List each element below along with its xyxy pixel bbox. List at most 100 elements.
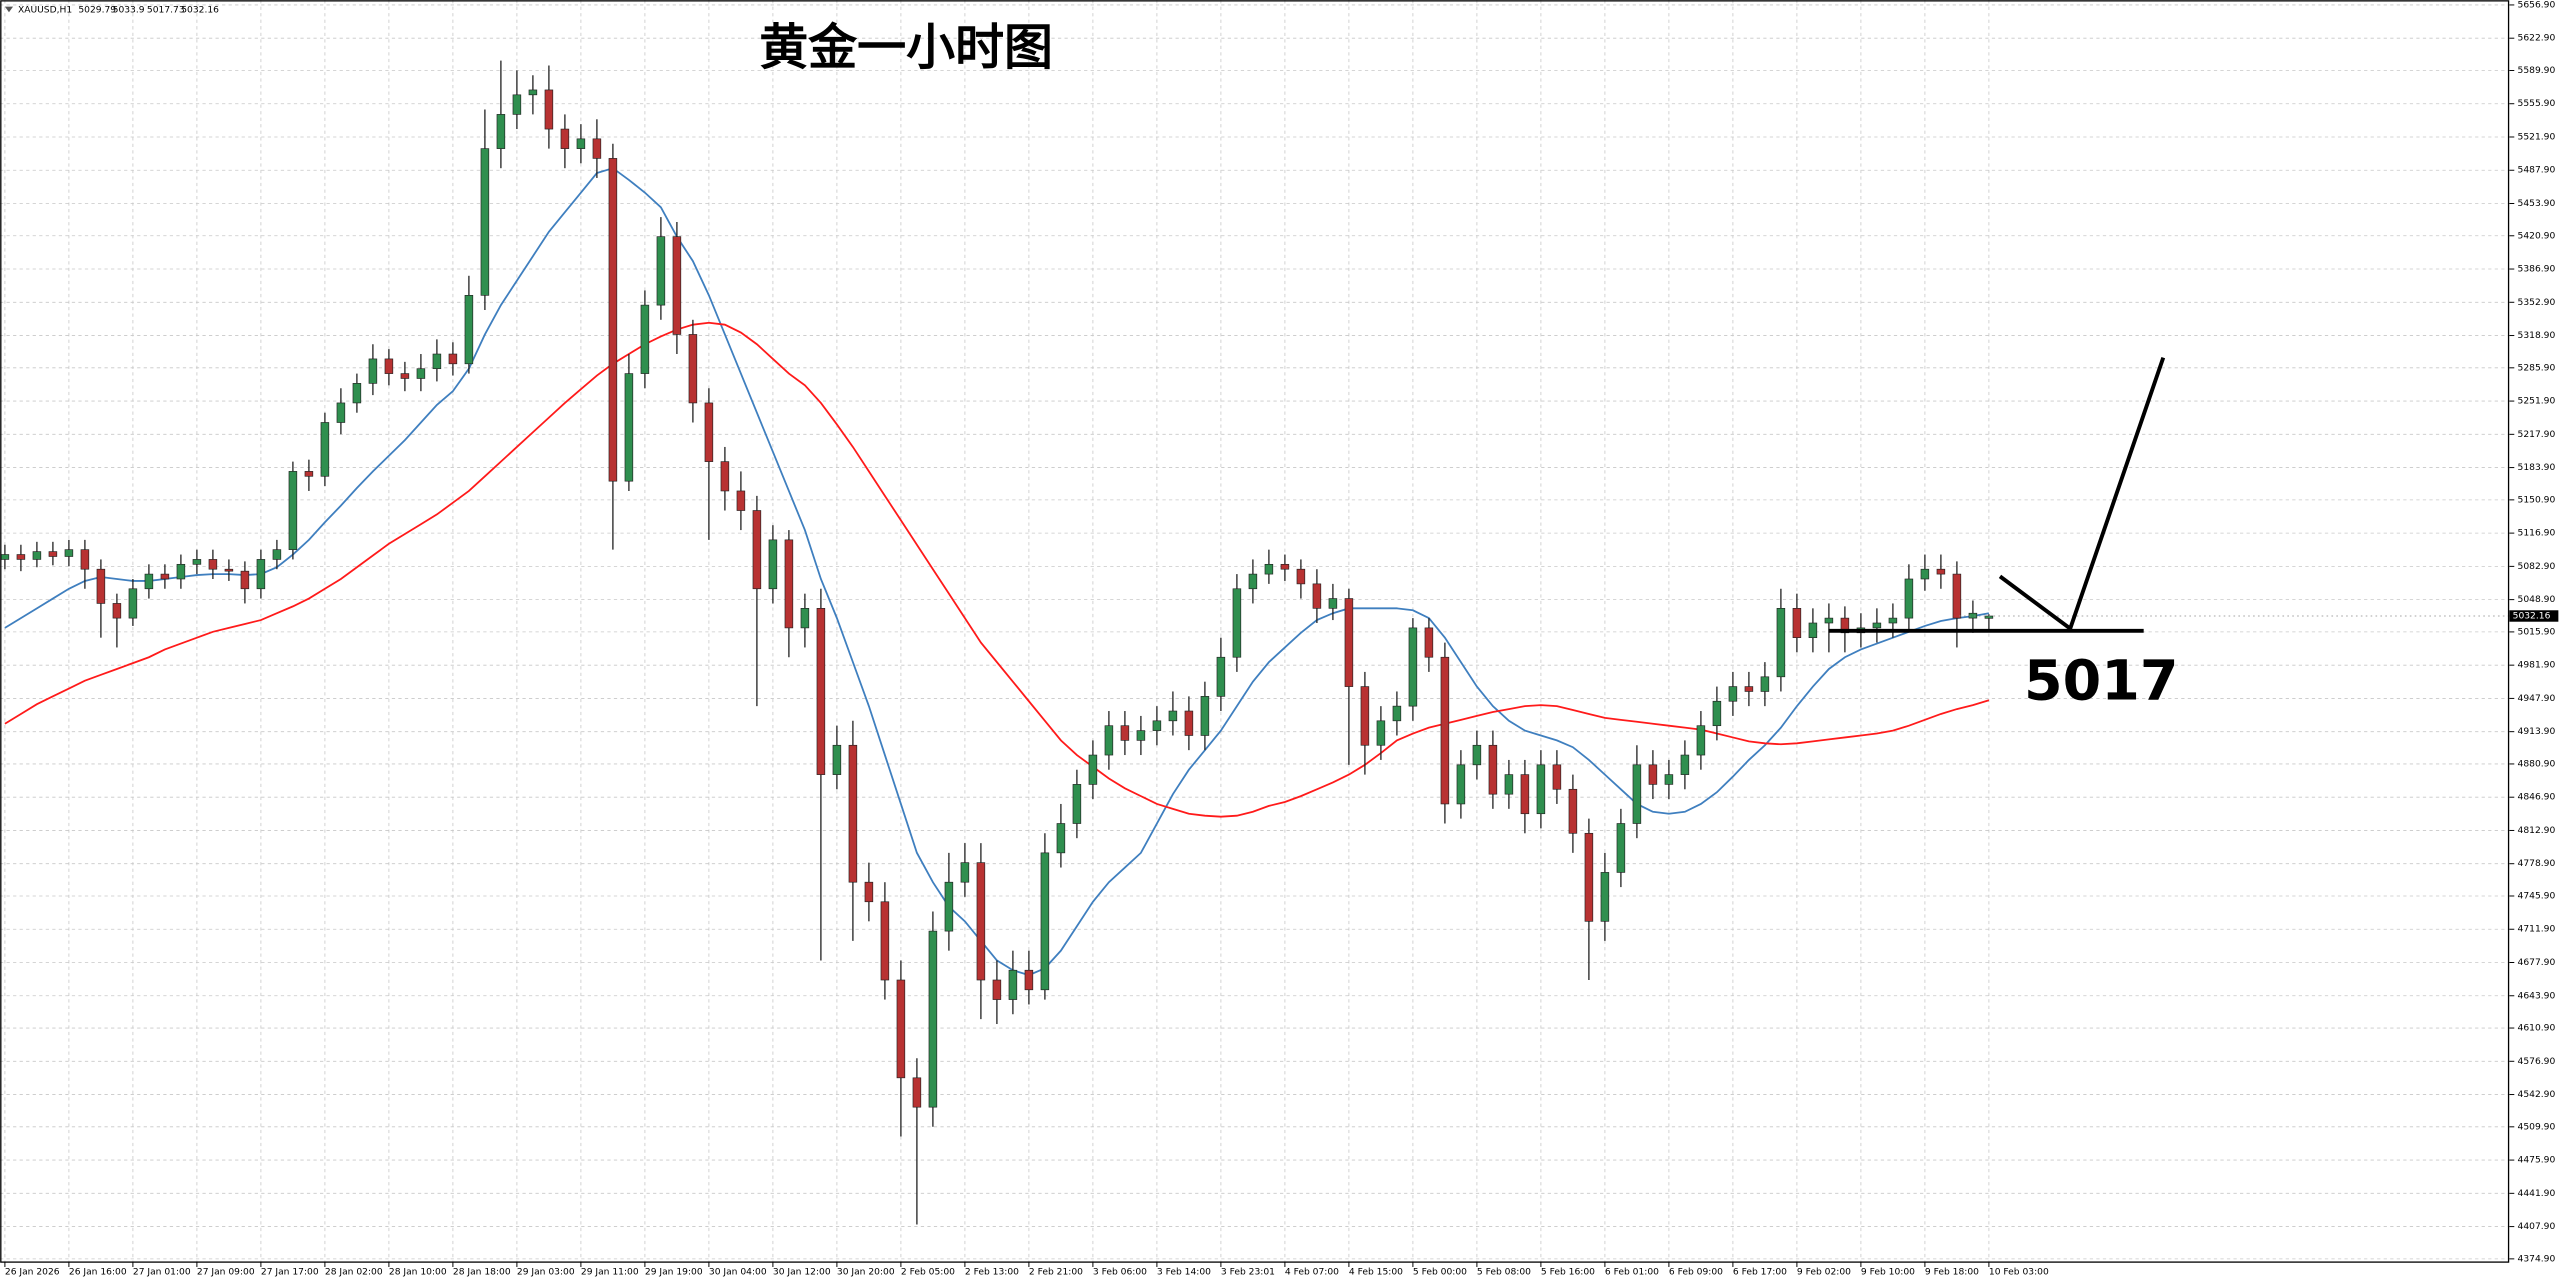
candle-body — [368, 358, 378, 384]
candle-body — [1792, 608, 1802, 639]
y-tick-label: 4576.90 — [2518, 1057, 2556, 1067]
x-tick-label: 3 Feb 14:00 — [1157, 1267, 1211, 1277]
candle-body — [112, 603, 122, 619]
candle-body — [864, 881, 874, 903]
x-tick-label: 9 Feb 18:00 — [1925, 1267, 1979, 1277]
candle-body — [1920, 568, 1930, 580]
candle-body — [1984, 615, 1994, 619]
price-marker — [2509, 610, 2559, 622]
y-tick-label: 4475.90 — [2518, 1156, 2556, 1166]
candle-body — [688, 334, 698, 404]
y-tick-label: 4947.90 — [2518, 694, 2556, 704]
candle-body — [1168, 710, 1178, 722]
y-tick-label: 4711.90 — [2518, 925, 2556, 935]
candle-body — [1344, 598, 1354, 687]
x-tick-label: 2 Feb 05:00 — [901, 1267, 955, 1277]
menu-icon[interactable] — [4, 6, 14, 13]
moving-average — [4, 321, 1990, 818]
candle-body — [1904, 578, 1914, 619]
candle-body — [1264, 563, 1274, 575]
y-tick-label: 5116.90 — [2518, 529, 2556, 539]
candle-body — [320, 422, 330, 477]
candle-body — [816, 608, 826, 775]
candle-body — [400, 373, 410, 379]
candle-body — [544, 89, 554, 130]
candle-body — [1664, 774, 1674, 785]
x-tick-label: 6 Feb 09:00 — [1669, 1267, 1723, 1277]
candle-body — [1408, 627, 1418, 707]
candle-body — [1824, 617, 1834, 624]
x-tick-label: 6 Feb 01:00 — [1605, 1267, 1659, 1277]
candle-body — [512, 94, 522, 115]
candle-body — [0, 554, 10, 560]
candle-body — [1360, 686, 1370, 746]
x-tick-label: 3 Feb 23:01 — [1221, 1267, 1275, 1277]
y-tick-label: 5656.90 — [2518, 0, 2556, 10]
candle-body — [1072, 784, 1082, 824]
y-tick-label: 4677.90 — [2518, 958, 2556, 968]
candle-body — [1696, 725, 1706, 756]
x-tick-label: 27 Jan 09:00 — [197, 1267, 255, 1277]
candle-body — [1472, 744, 1482, 766]
x-tick-label: 29 Jan 19:00 — [645, 1267, 703, 1277]
candle-body — [1328, 598, 1338, 609]
candle-body — [1296, 568, 1306, 585]
y-tick-label: 5082.90 — [2518, 562, 2556, 572]
header-close: 5032.16 — [181, 5, 219, 15]
y-tick-label: 5352.90 — [2518, 298, 2556, 308]
chart-title: 黄金一小时图 — [759, 19, 1053, 76]
candle-body — [208, 559, 218, 570]
y-tick-label: 4542.90 — [2518, 1090, 2556, 1100]
candle-body — [736, 490, 746, 511]
y-tick-label: 4846.90 — [2518, 793, 2556, 803]
candle-body — [1648, 764, 1658, 785]
candle-body — [608, 158, 618, 482]
candle-body — [784, 539, 794, 629]
x-tick-label: 5 Feb 08:00 — [1477, 1267, 1531, 1277]
candle-body — [896, 979, 906, 1079]
candle-body — [176, 563, 186, 580]
y-tick-label: 4610.90 — [2518, 1024, 2556, 1034]
candle-body — [1872, 622, 1882, 629]
price-marker-label: 5032.16 — [2513, 611, 2551, 621]
y-tick-label: 4745.90 — [2518, 891, 2556, 901]
y-tick-label: 5217.90 — [2518, 430, 2556, 440]
header-low: 5017.73 — [147, 5, 185, 15]
y-tick-label: 4441.90 — [2518, 1189, 2556, 1199]
candle-body — [1008, 969, 1018, 1000]
candle-body — [464, 295, 474, 365]
candle-body — [1936, 568, 1946, 575]
candle-body — [880, 901, 890, 981]
candle-body — [912, 1077, 922, 1108]
candle-body — [752, 510, 762, 590]
y-tick-label: 5622.90 — [2518, 34, 2556, 44]
y-tick-label: 5318.90 — [2518, 331, 2556, 341]
candle-body — [944, 881, 954, 932]
candle-body — [1728, 686, 1738, 702]
candle-body — [1744, 686, 1754, 692]
candle-body — [192, 559, 202, 565]
x-tick-label: 3 Feb 06:00 — [1093, 1267, 1147, 1277]
support-label: 5017 — [2024, 648, 2178, 713]
y-tick-label: 5521.90 — [2518, 132, 2556, 142]
candle-body — [1216, 656, 1226, 697]
candle-body — [832, 744, 842, 775]
candle-body — [1584, 832, 1594, 922]
candle-body — [1952, 573, 1962, 619]
candle-body — [704, 402, 714, 462]
candle-body — [1104, 725, 1114, 756]
candle-body — [240, 570, 250, 590]
candle-body — [96, 568, 106, 604]
x-tick-label: 26 Jan 2026 — [5, 1267, 60, 1277]
candle-body — [624, 373, 634, 482]
candle-body — [1568, 788, 1578, 834]
x-tick-label: 4 Feb 07:00 — [1285, 1267, 1339, 1277]
y-tick-label: 5048.90 — [2518, 595, 2556, 605]
y-tick-label: 4812.90 — [2518, 826, 2556, 836]
axes: 5656.90 5622.90 5589.90 5555.90 5521.90 5487.… — [4, 0, 2559, 1277]
candle-body — [304, 471, 314, 477]
y-tick-label: 5183.90 — [2518, 463, 2556, 473]
candle-body — [656, 236, 666, 306]
candle-body — [1152, 720, 1162, 731]
